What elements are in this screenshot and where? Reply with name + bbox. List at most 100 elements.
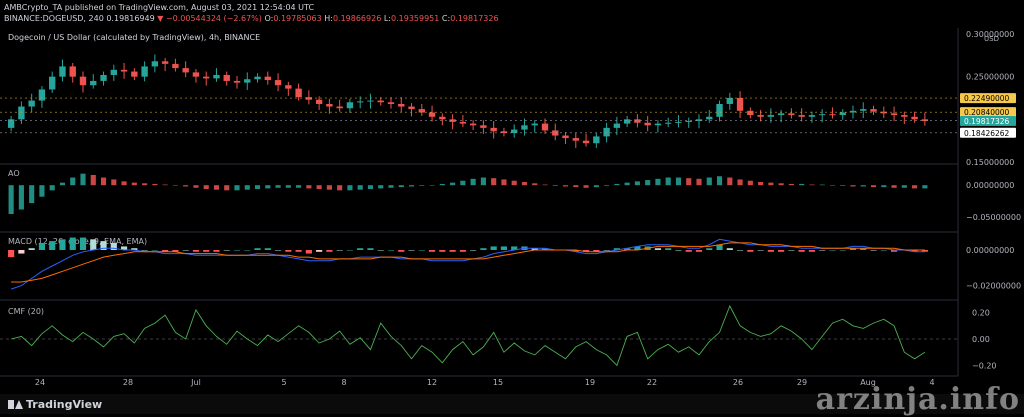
candle-body (18, 106, 25, 120)
macd-histogram-bar (665, 248, 672, 250)
candle-body (593, 136, 600, 144)
macd-histogram-bar (685, 250, 692, 252)
candle-body (726, 98, 733, 104)
ao-bar (583, 185, 589, 188)
candle-body (295, 88, 302, 98)
macd-histogram-bar (593, 250, 600, 252)
candle-body (182, 68, 189, 73)
candle-body (880, 111, 887, 114)
macd-tick-label: 0.00000000 (966, 246, 1014, 255)
candle-body (654, 123, 662, 126)
candle-body (777, 113, 785, 116)
ao-bar (316, 185, 322, 190)
ao-bar (491, 178, 497, 186)
macd-histogram-bar (778, 250, 785, 252)
candle-body (870, 109, 877, 112)
candle-body (890, 113, 898, 116)
candle-body (839, 112, 846, 116)
candle-body (747, 110, 754, 116)
price-tick-label: 0.30000000 (966, 30, 1014, 39)
ao-tick-label: 0.00000000 (966, 181, 1014, 190)
macd-histogram-bar (695, 250, 703, 252)
ao-bar (850, 185, 856, 187)
macd-histogram-bar (120, 246, 128, 250)
macd-histogram-bar (829, 250, 836, 251)
symbol-name[interactable]: BINANCE:DOGEUSD, 240 (4, 14, 104, 23)
macd-histogram-bar (274, 250, 282, 251)
macd-histogram-bar (788, 250, 795, 251)
low-value: 0.19359951 (391, 14, 440, 23)
macd-tick-label: −0.02000000 (966, 282, 1021, 291)
time-tick-label: 19 (585, 378, 595, 387)
ao-bar (8, 185, 14, 214)
time-tick-label: Jul (190, 378, 201, 387)
ao-bar (645, 180, 651, 186)
ao-bar (450, 182, 456, 186)
candle-body (203, 76, 210, 79)
macd-histogram-bar (428, 250, 436, 252)
ao-bar (398, 185, 404, 188)
price-tick-label: 0.25000000 (966, 73, 1014, 82)
ao-bar (142, 183, 148, 186)
candle-body (603, 127, 610, 137)
macd-histogram-bar (798, 250, 805, 252)
candle-body (767, 115, 775, 117)
price-label-box (960, 115, 1016, 126)
macd-title: MACD (12, 26, close, 9, EMA, EMA) (8, 237, 147, 246)
time-tick-label: 22 (647, 378, 657, 387)
ao-bar (408, 185, 415, 187)
time-tick-label: 26 (733, 378, 743, 387)
macd-histogram-bar (449, 250, 456, 252)
macd-histogram-bar (572, 250, 579, 252)
macd-histogram-bar (706, 248, 713, 250)
ao-bar (706, 177, 712, 186)
candle-body (305, 97, 313, 100)
ao-bar (480, 177, 486, 186)
ao-bar (819, 184, 825, 186)
candle-body (59, 66, 66, 77)
macd-histogram-bar (747, 250, 754, 252)
ao-bar (778, 183, 784, 186)
macd-histogram-bar (582, 250, 590, 252)
time-tick-label: 12 (427, 378, 437, 387)
ao-bar (121, 181, 127, 186)
candle-body (120, 69, 128, 72)
time-tick-label: Aug (860, 378, 876, 387)
macd-histogram-bar (162, 250, 169, 252)
candle-body (151, 61, 159, 67)
ao-bar (829, 185, 836, 186)
candle-body (285, 85, 292, 89)
ao-bar (799, 183, 805, 186)
macd-histogram-bar (511, 246, 518, 250)
ao-bar (716, 176, 723, 186)
time-tick-label: 29 (797, 378, 807, 387)
macd-histogram-bar (28, 248, 35, 250)
candle-body (223, 74, 230, 81)
ao-bar (244, 185, 250, 190)
close-value: 0.19817326 (450, 14, 499, 23)
candle-body (336, 106, 343, 109)
macd-histogram-bar (172, 250, 179, 252)
ao-bar (552, 185, 558, 186)
ao-bar (59, 182, 66, 186)
macd-histogram-bar (921, 250, 928, 252)
candle-body (849, 110, 857, 113)
macd-histogram-bar (541, 248, 549, 250)
candle-body (798, 115, 805, 117)
candle-body (757, 115, 764, 117)
ao-bar (604, 185, 610, 186)
tradingview-logo[interactable]: TradingView (8, 398, 102, 411)
candle-body (469, 123, 477, 126)
macd-histogram-bar (911, 250, 918, 252)
macd-histogram-bar (480, 248, 487, 250)
chart-canvas[interactable]: Dogecoin / US Dollar (calculated by Trad… (0, 0, 1024, 394)
ao-bar (860, 185, 866, 187)
candle-body (192, 72, 200, 77)
time-tick-label: 24 (35, 378, 45, 387)
close-label: C: (441, 14, 451, 23)
candle-body (695, 119, 703, 122)
ao-bar (675, 177, 682, 186)
ao-bar (573, 185, 579, 188)
candle-body (161, 61, 169, 64)
macd-histogram-bar (100, 241, 107, 250)
